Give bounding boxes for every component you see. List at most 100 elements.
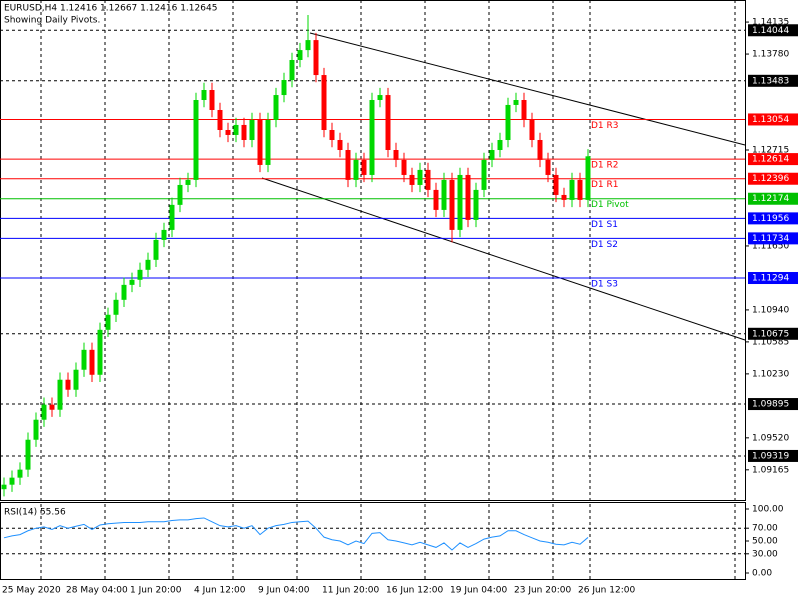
pivot-box-label: 1.12396 [752,174,789,184]
pivot-label: D1 R3 [591,121,619,131]
candle-body [481,159,487,190]
candle-body [153,239,159,260]
candle-body [105,314,111,330]
candle-body [353,159,359,180]
candle-body [65,379,71,390]
candle-body [369,100,375,175]
candle-body [177,184,183,205]
pivot-box-label: 1.12614 [752,155,789,165]
candle-body [489,150,495,160]
rsi-tick-label: 100.00 [752,505,784,515]
candle-body [521,100,527,120]
rsi-title: RSI(14) 55.56 [4,508,66,518]
candle-body [241,124,247,140]
candle-body [257,120,263,165]
candle-body [41,404,47,420]
candle-body [465,174,471,220]
y-tick-label: 1.09165 [752,465,789,475]
candle-body [273,95,279,120]
candle-body [113,299,119,315]
candle-body [417,169,423,185]
candle-body [441,179,447,210]
x-tick-label: 11 Jun 20:00 [322,586,379,596]
candle-body [457,174,463,230]
pivot-box [748,212,798,225]
price-box-label: 1.14044 [752,26,789,36]
pivot-box [748,272,798,285]
rsi-tick-label: 30.00 [752,549,778,559]
x-tick-label: 28 May 04:00 [66,586,128,596]
x-tick-label: 23 Jun 20:00 [514,586,571,596]
candle-body [9,477,15,485]
candle-body [201,90,207,100]
x-tick-label: 26 Jun 12:00 [578,586,635,596]
pivot-box [748,113,798,126]
x-tick-label: 25 May 2020 [2,586,61,596]
vertical-grid [40,0,736,580]
y-tick-label: 1.09520 [752,433,789,443]
candle-body [57,379,63,410]
candle-body [89,349,95,375]
y-tick-label: 1.10230 [752,369,789,379]
candle-body [233,124,239,135]
main-frame [0,0,746,501]
pivot-box-label: 1.11956 [752,214,789,224]
price-box [748,74,798,87]
candle-body [161,229,167,240]
pivot-label: D1 R1 [591,180,619,190]
candle-body [553,174,559,195]
pivot-label: D1 Pivot [591,200,629,210]
x-tick-label: 16 Jun 12:00 [386,586,443,596]
pivot-label: D1 S1 [591,220,618,230]
y-tick-label: 1.12715 [752,146,789,156]
price-box [748,449,798,462]
candle-body [449,179,455,230]
pivot-box [748,232,798,245]
candle-body [305,40,311,51]
y-tick-label: 1.11650 [752,241,789,251]
candle-body [577,179,583,200]
price-box [748,327,798,340]
candle-body [545,159,551,175]
rsi-tick-label: 50.00 [752,537,778,547]
candle-body [137,269,143,280]
candle-body [505,104,511,140]
candle-body [193,100,199,180]
candle-body [265,120,271,165]
pivot-box-label: 1.13054 [752,115,789,125]
price-box-label: 1.09319 [752,451,789,461]
candle-body [33,419,39,440]
candle-body [17,469,23,478]
x-tick-label: 1 Jun 20:00 [130,586,182,596]
y-tick-label: 1.10585 [752,337,789,347]
candle-body [433,189,439,210]
y-tick-label: 1.10940 [752,305,789,315]
chart-subheader: Showing Daily Pivots. [4,16,100,26]
candle-body [81,349,87,370]
candle-body [473,189,479,220]
candle-body [49,404,55,410]
candle-body [561,194,567,200]
price-box-label: 1.10675 [752,329,789,339]
x-tick-label: 4 Jun 12:00 [194,586,246,596]
candle-body [1,484,7,490]
pivot-box [748,172,798,185]
candle-body [249,120,255,140]
pivot-label: D1 S2 [591,240,618,250]
candle-body [121,284,127,300]
candle-body [185,179,191,185]
candle-body [497,140,503,150]
y-tick-label: 1.13780 [752,50,789,60]
candle-body [393,150,399,160]
candle-body [217,110,223,130]
candle-body [169,204,175,230]
candle-body [385,95,391,150]
candle-body [209,90,215,110]
candle-body [297,50,303,60]
candle-body [513,100,519,105]
trend-line [309,32,746,146]
price-box-label: 1.09895 [752,400,789,410]
candle-body [73,369,79,390]
